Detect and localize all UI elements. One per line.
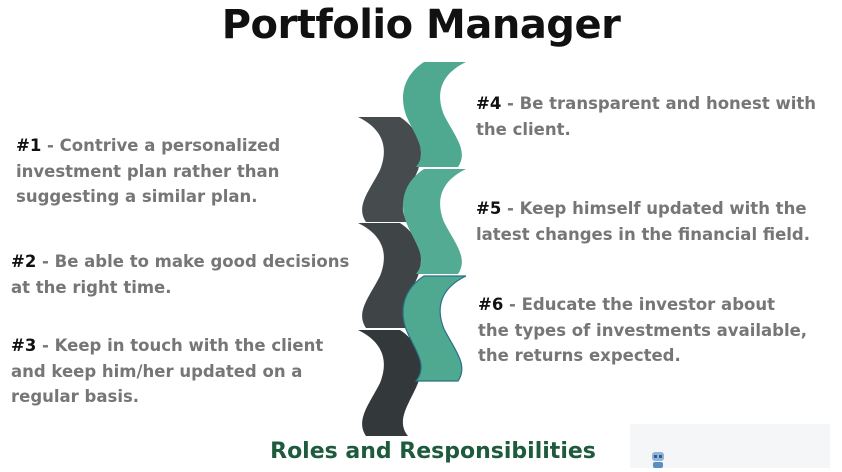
right-segment-6 bbox=[402, 275, 467, 382]
responsibility-6: #6 - Educate the investor about the type… bbox=[478, 292, 808, 369]
page-title: Portfolio Manager bbox=[221, 2, 621, 48]
item-number: #6 bbox=[478, 295, 504, 314]
responsibility-5: #5 - Keep himself updated with the lates… bbox=[476, 196, 816, 247]
responsibility-1: #1 - Contrive a personalized investment … bbox=[16, 133, 376, 210]
item-number: #1 bbox=[16, 136, 42, 155]
watermark-area bbox=[630, 424, 830, 468]
item-number: #3 bbox=[11, 336, 37, 355]
item-text: - Keep himself updated with the latest c… bbox=[476, 199, 810, 244]
responsibility-4: #4 - Be transparent and honest with the … bbox=[476, 91, 816, 142]
item-text: - Keep in touch with the client and keep… bbox=[11, 336, 324, 406]
responsibility-2: #2 - Be able to make good decisions at t… bbox=[11, 249, 361, 300]
item-number: #4 bbox=[476, 94, 502, 113]
right-segment-5 bbox=[403, 169, 466, 274]
item-text: - Be transparent and honest with the cli… bbox=[476, 94, 816, 139]
diagram-subtitle: Roles and Responsibilities bbox=[270, 439, 596, 464]
item-number: #2 bbox=[11, 252, 37, 271]
robot-icon bbox=[652, 452, 664, 468]
item-number: #5 bbox=[476, 199, 502, 218]
item-text: - Be able to make good decisions at the … bbox=[11, 252, 350, 297]
item-text: - Contrive a personalized investment pla… bbox=[16, 136, 281, 206]
left-segment-3 bbox=[358, 330, 421, 436]
responsibility-3: #3 - Keep in touch with the client and k… bbox=[11, 333, 351, 410]
right-chevron-column bbox=[402, 62, 467, 382]
item-text: - Educate the investor about the types o… bbox=[478, 295, 808, 365]
right-segment-4 bbox=[403, 62, 466, 167]
